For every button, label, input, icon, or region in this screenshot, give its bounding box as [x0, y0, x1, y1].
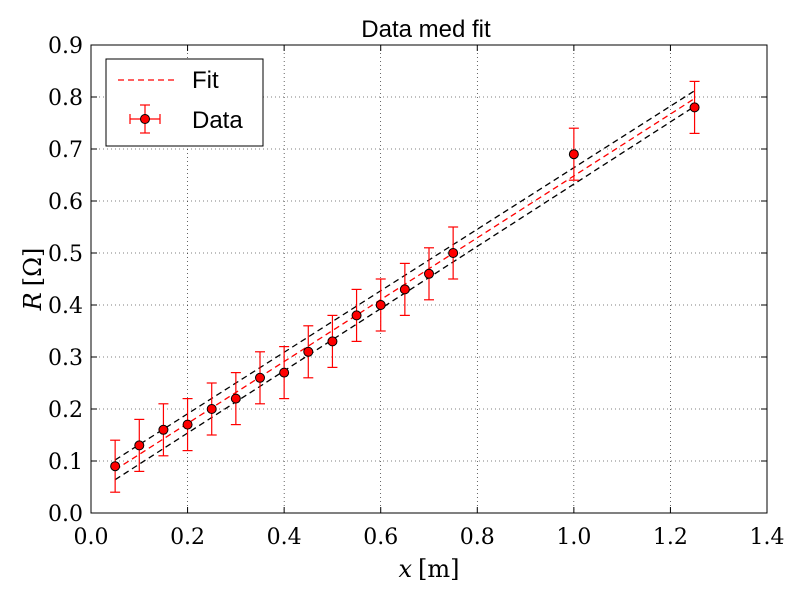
data-marker	[110, 461, 121, 472]
data-marker	[351, 310, 362, 321]
data-marker	[327, 336, 338, 347]
data-marker	[182, 419, 193, 430]
data-point	[255, 351, 265, 405]
legend-box	[105, 58, 264, 147]
data-point	[399, 262, 410, 316]
legend: Fit Data	[105, 58, 264, 147]
data-point	[689, 80, 700, 134]
plot-frame	[90, 44, 768, 514]
x-tick-label: 0.0	[74, 525, 109, 550]
data-point	[182, 398, 193, 452]
x-tick-label: 1.0	[556, 525, 591, 550]
y-axis-label: R[Ω]	[19, 248, 47, 312]
data-marker	[134, 440, 145, 451]
x-tick-label: 1.2	[653, 525, 688, 550]
data-point	[230, 372, 241, 426]
data-marker	[568, 149, 579, 160]
data-point	[375, 278, 386, 332]
data-marker	[230, 393, 241, 404]
data-point	[327, 314, 338, 368]
data-point	[351, 288, 362, 342]
data-marker	[279, 367, 290, 378]
x-tick-label: 0.4	[267, 525, 302, 550]
data-point	[303, 325, 314, 379]
data-marker	[399, 284, 410, 295]
legend-fit-label: Fit	[192, 67, 219, 94]
data-point	[158, 403, 169, 457]
data-marker	[448, 248, 459, 258]
data-point	[110, 439, 121, 493]
data-point	[134, 418, 145, 472]
data-point	[424, 247, 434, 301]
x-tick-label: 1.4	[750, 525, 785, 550]
data-marker	[375, 300, 386, 310]
data-marker	[206, 404, 217, 414]
chart-title: Data med fit	[361, 16, 491, 43]
data-marker	[424, 268, 434, 279]
x-tick-label: 0.8	[460, 525, 495, 550]
y-tick-label: 0.1	[48, 450, 83, 475]
y-tick-label: 0.7	[48, 138, 83, 163]
y-tick-label: 0.0	[48, 502, 83, 527]
y-tick-label: 0.9	[48, 34, 83, 59]
legend-data-label: Data	[192, 107, 243, 134]
y-tick-label: 0.5	[48, 242, 83, 267]
data-point	[448, 226, 459, 280]
data-point	[279, 346, 290, 400]
data-marker	[689, 102, 700, 113]
y-tick-label: 0.3	[48, 346, 83, 371]
y-tick-label: 0.6	[48, 190, 83, 215]
axis-ticks: 0.0 0.2 0.4 0.6 0.8 1.0 1.2 1.4 0.0 0.1 0.2 0.3 0.4 0…	[48, 34, 785, 550]
x-axis-label: x [m]	[398, 555, 459, 583]
data-marker	[158, 424, 169, 435]
legend-data-swatch	[129, 104, 161, 134]
data-marker	[303, 346, 314, 357]
y-tick-label: 0.8	[48, 86, 83, 111]
y-tick-label: 0.2	[48, 398, 83, 423]
data-points	[110, 80, 700, 493]
data-point	[206, 382, 217, 436]
x-tick-label: 0.6	[363, 525, 398, 550]
data-point	[568, 127, 579, 181]
data-marker	[255, 372, 265, 383]
y-tick-label: 0.4	[48, 294, 83, 319]
x-tick-label: 0.2	[170, 525, 205, 550]
